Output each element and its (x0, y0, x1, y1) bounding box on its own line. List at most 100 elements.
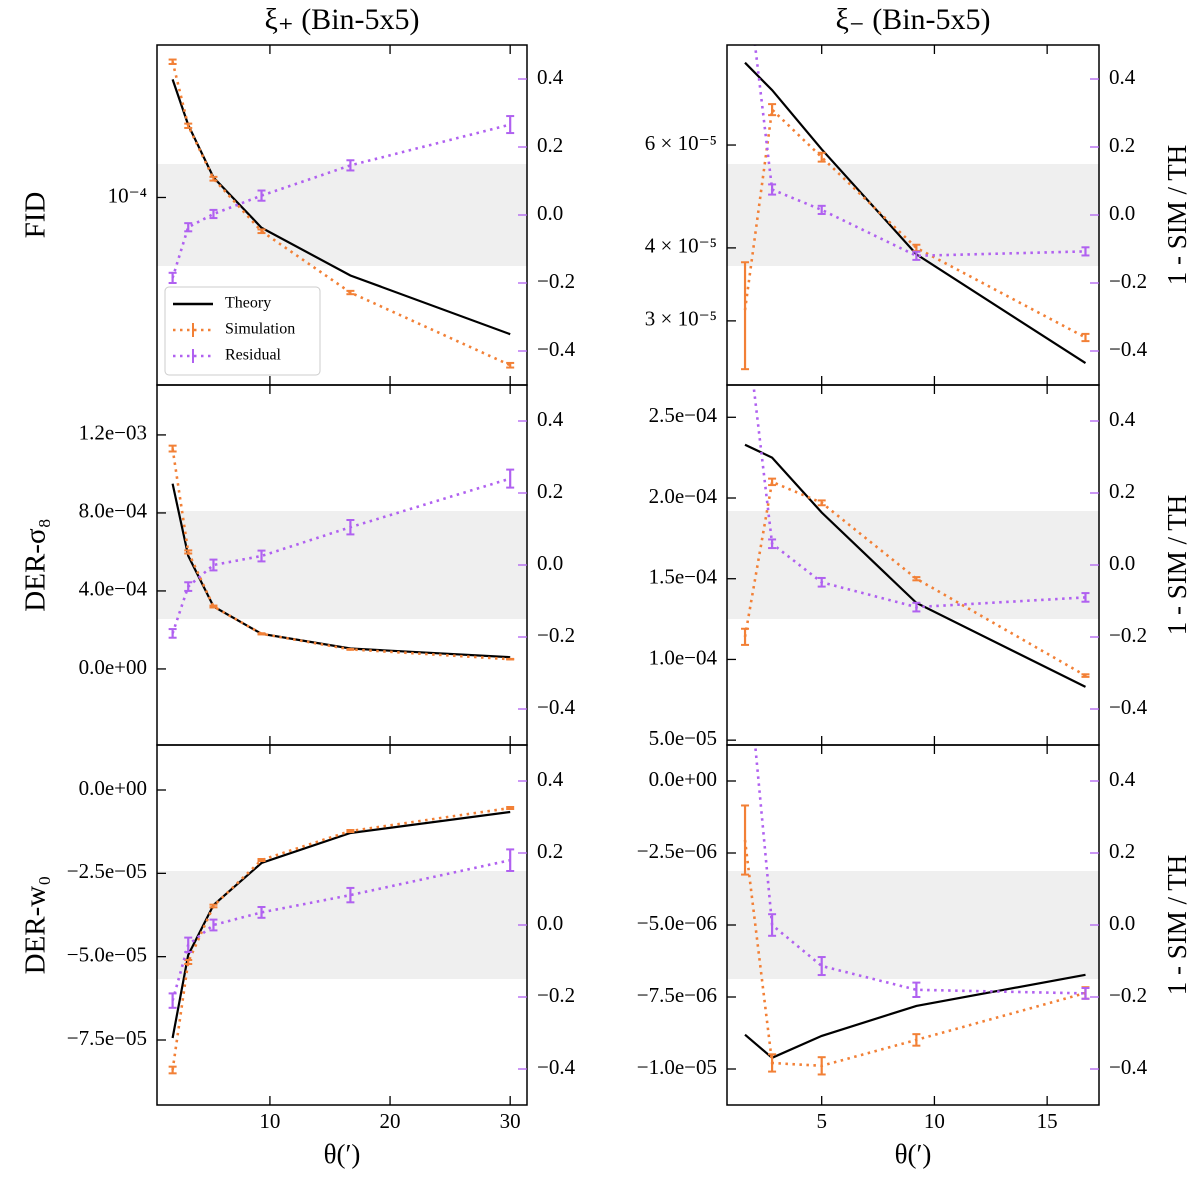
error-bar (912, 981, 921, 998)
error-bar (346, 648, 355, 651)
y2-tick-label: 0.4 (1109, 65, 1136, 89)
error-bar (346, 886, 355, 904)
error-bar (768, 538, 777, 550)
shaded-band (727, 871, 1099, 979)
y-axis-label: DER-σ₈ (20, 518, 52, 611)
y2-tick-label: 0.4 (537, 65, 564, 89)
error-bar (1081, 592, 1090, 603)
y-tick-label: 1.2e−03 (79, 421, 147, 445)
y2-tick-label: −0.4 (1109, 337, 1148, 361)
error-bar (257, 858, 266, 862)
error-bar (768, 183, 777, 196)
y2-tick-label: −0.4 (1109, 695, 1148, 719)
error-bar (912, 1033, 921, 1047)
error-bar (817, 1056, 826, 1076)
error-bar (184, 936, 193, 953)
y-tick-label: 4 × 10⁻⁵ (645, 234, 717, 258)
error-bar (1081, 987, 1090, 1000)
error-bar (257, 906, 266, 919)
error-bar (912, 250, 921, 261)
x-tick-label: 10 (259, 1109, 280, 1133)
legend-label: Simulation (225, 321, 295, 338)
error-bar (346, 159, 355, 172)
y2-tick-label: 0.4 (1109, 407, 1136, 431)
error-bar (768, 477, 777, 487)
error-bar (184, 959, 193, 965)
y-tick-label: 8.0e−04 (79, 499, 148, 523)
y2-tick-label: −0.2 (1109, 269, 1147, 293)
error-bar (817, 499, 826, 507)
y-tick-label: 3 × 10⁻⁵ (645, 307, 717, 331)
y2-axis-label: 1 - SIM / TH (1162, 855, 1192, 996)
error-bar (209, 558, 218, 572)
error-bar (506, 468, 515, 489)
error-bar (506, 657, 515, 661)
series-line (744, 443, 1086, 688)
legend-label: Residual (225, 347, 282, 364)
y2-tick-label: −0.2 (537, 623, 575, 647)
error-bar (817, 576, 826, 588)
error-bar (768, 103, 777, 117)
error-bar (506, 806, 515, 810)
error-bar (184, 222, 193, 233)
error-bar (209, 208, 218, 220)
y-tick-label: 5.0e−05 (649, 726, 717, 750)
error-bar (741, 627, 750, 646)
shaded-band (157, 871, 527, 979)
shaded-band (157, 164, 527, 266)
y2-tick-label: −0.2 (1109, 983, 1147, 1007)
legend: Theory Simulation Residual (164, 286, 321, 376)
x-tick-label: 5 (816, 1109, 827, 1133)
y2-tick-label: 0.2 (1109, 479, 1135, 503)
y2-tick-label: 0.0 (537, 201, 563, 225)
y2-tick-label: −0.4 (537, 1055, 576, 1079)
error-bar (912, 576, 921, 582)
y2-tick-label: 0.0 (1109, 551, 1135, 575)
y2-tick-label: 0.0 (537, 551, 563, 575)
y-tick-label: 0.0e+00 (79, 776, 147, 800)
y2-tick-label: −0.2 (537, 269, 575, 293)
error-bar (184, 581, 193, 592)
x-axis-label: θ(′) (324, 1139, 361, 1169)
y2-tick-label: 0.2 (537, 479, 563, 503)
series-line-dotted (171, 123, 511, 279)
y-tick-label: 10⁻⁴ (108, 183, 147, 207)
y-tick-label: 0.0e+00 (79, 655, 147, 679)
y2-tick-label: −0.2 (537, 983, 575, 1007)
y-tick-label: −7.5e−06 (637, 983, 717, 1007)
y-tick-label: 1.5e−04 (649, 565, 718, 589)
y2-tick-label: 0.0 (537, 911, 563, 935)
x-tick-label: 10 (924, 1109, 945, 1133)
series-line-dotted (743, 106, 1087, 339)
error-bar (184, 122, 193, 129)
error-bar (817, 956, 826, 977)
y2-tick-label: 0.0 (1109, 201, 1135, 225)
y-tick-label: 2.5e−04 (649, 403, 718, 427)
error-bar (741, 804, 750, 876)
y-axis-label: DER-w₀ (20, 876, 52, 975)
y2-tick-label: −0.4 (1109, 1055, 1148, 1079)
y-tick-label: 6 × 10⁻⁵ (645, 131, 717, 155)
error-bar (257, 549, 266, 563)
error-bar (912, 601, 921, 613)
y-axis-label: FID (20, 192, 52, 239)
error-bar (209, 918, 218, 932)
error-bar (168, 58, 177, 65)
error-bar (168, 271, 177, 284)
y-tick-label: 2.0e−04 (649, 484, 718, 508)
y2-tick-label: 0.2 (537, 133, 563, 157)
error-bar (184, 549, 193, 555)
y2-tick-label: 0.4 (537, 767, 564, 791)
error-bar (768, 913, 777, 937)
y2-axis-label: 1 - SIM / TH (1162, 145, 1192, 286)
y2-tick-label: 0.4 (537, 407, 564, 431)
error-bar (209, 175, 218, 182)
error-bar (741, 261, 750, 371)
error-bar (257, 228, 266, 235)
y2-tick-label: 0.4 (1109, 767, 1136, 791)
error-bar (506, 361, 515, 369)
y2-tick-label: 0.2 (1109, 839, 1135, 863)
error-bar (817, 204, 826, 215)
